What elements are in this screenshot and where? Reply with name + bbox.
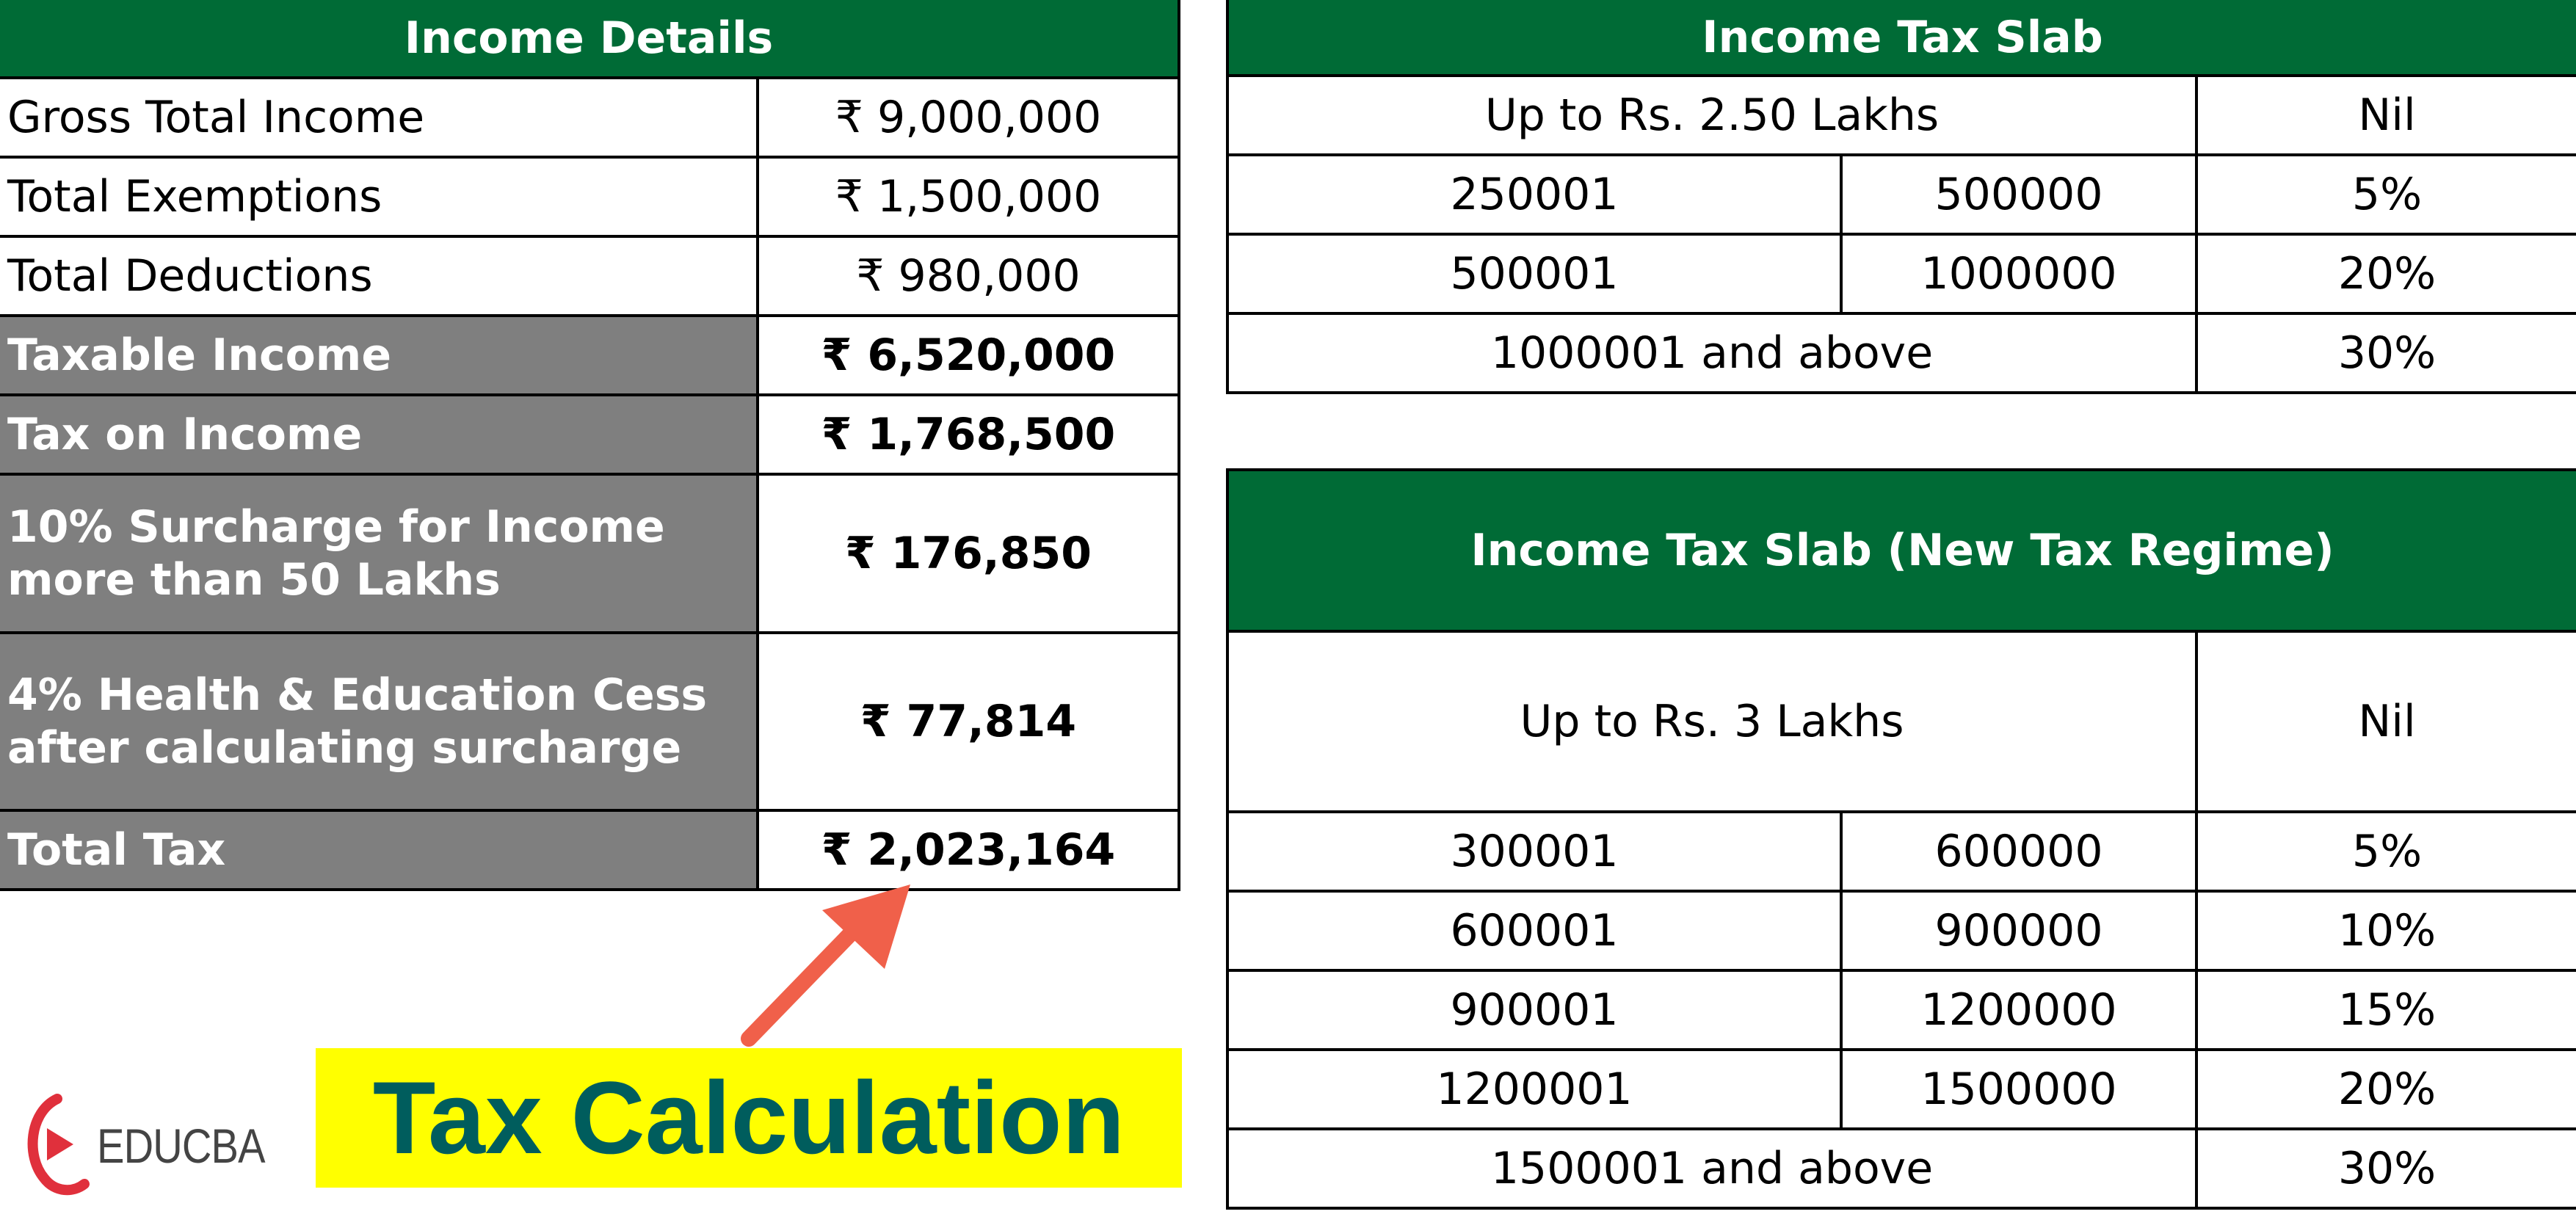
table-row: Up to Rs. 2.50 Lakhs Nil bbox=[1226, 74, 2576, 156]
slab-range: Up to Rs. 3 Lakhs bbox=[1226, 630, 2198, 813]
total-tax-value: ₹ 2,023,164 bbox=[755, 809, 1181, 891]
income-details-table: Income Details Gross Total Income ₹ 9,00… bbox=[0, 0, 1181, 891]
table-row: Total Deductions ₹ 980,000 bbox=[0, 235, 1181, 317]
slab-from: 500001 bbox=[1226, 233, 1843, 315]
cess-label-line2: after calculating surcharge bbox=[7, 722, 682, 774]
table-row: Total Tax ₹ 2,023,164 bbox=[0, 809, 1181, 891]
surcharge-value: ₹ 176,850 bbox=[755, 473, 1181, 634]
tax-on-income-label: Tax on Income bbox=[0, 393, 759, 476]
slab-rate: 15% bbox=[2194, 969, 2576, 1051]
slab-rate: 10% bbox=[2194, 890, 2576, 972]
slab-rate: 20% bbox=[2194, 1048, 2576, 1130]
deductions-label: Total Deductions bbox=[0, 235, 759, 317]
cess-value: ₹ 77,814 bbox=[755, 631, 1181, 812]
taxable-income-value: ₹ 6,520,000 bbox=[755, 314, 1181, 396]
slab-rate: Nil bbox=[2194, 630, 2576, 813]
slab-to: 600000 bbox=[1840, 810, 2198, 893]
surcharge-label: 10% Surcharge for Income more than 50 La… bbox=[0, 473, 759, 634]
slab-rate: 5% bbox=[2194, 153, 2576, 236]
slab-range: Up to Rs. 2.50 Lakhs bbox=[1226, 74, 2198, 156]
cess-label-line1: 4% Health & Education Cess bbox=[7, 669, 708, 721]
slab-to: 1500000 bbox=[1840, 1048, 2198, 1130]
slab-to: 900000 bbox=[1840, 890, 2198, 972]
table-row: 600001 900000 10% bbox=[1226, 890, 2576, 972]
slab-to: 1200000 bbox=[1840, 969, 2198, 1051]
educba-logo-text: EDUCBA bbox=[97, 1119, 266, 1173]
educba-logo: EDUCBA bbox=[22, 1090, 272, 1200]
surcharge-label-line2: more than 50 Lakhs bbox=[7, 554, 501, 606]
table-row: 1000001 and above 30% bbox=[1226, 312, 2576, 394]
gross-income-label: Gross Total Income bbox=[0, 76, 759, 159]
table-row: 300001 600000 5% bbox=[1226, 810, 2576, 893]
income-details-title: Income Details bbox=[0, 0, 1181, 79]
table-row: 1200001 1500000 20% bbox=[1226, 1048, 2576, 1130]
slab-rate: 20% bbox=[2194, 233, 2576, 315]
tax-on-income-value: ₹ 1,768,500 bbox=[755, 393, 1181, 476]
income-tax-slab-table: Income Tax Slab Up to Rs. 2.50 Lakhs Nil… bbox=[1225, 0, 2576, 394]
slab-from: 300001 bbox=[1226, 810, 1843, 893]
slab-range: 1500001 and above bbox=[1226, 1127, 2198, 1210]
table-row: 4% Health & Education Cess after calcula… bbox=[0, 631, 1181, 812]
income-tax-slab-title: Income Tax Slab bbox=[1225, 0, 2576, 77]
slab-from: 900001 bbox=[1226, 969, 1843, 1051]
table-row: 1500001 and above 30% bbox=[1226, 1127, 2576, 1210]
gross-income-value: ₹ 9,000,000 bbox=[755, 76, 1181, 159]
tax-calculation-callout: Tax Calculation bbox=[316, 1048, 1182, 1188]
slab-range: 1000001 and above bbox=[1226, 312, 2198, 394]
arrow-icon bbox=[741, 884, 910, 1047]
taxable-income-label: Taxable Income bbox=[0, 314, 759, 396]
table-row: Taxable Income ₹ 6,520,000 bbox=[0, 314, 1181, 396]
cess-label: 4% Health & Education Cess after calcula… bbox=[0, 631, 759, 812]
deductions-value: ₹ 980,000 bbox=[755, 235, 1181, 317]
slab-rate: 5% bbox=[2194, 810, 2576, 893]
slab-rate: 30% bbox=[2194, 312, 2576, 394]
exemptions-label: Total Exemptions bbox=[0, 156, 759, 238]
slab-from: 250001 bbox=[1226, 153, 1843, 236]
slab-to: 1000000 bbox=[1840, 233, 2198, 315]
slab-from: 1200001 bbox=[1226, 1048, 1843, 1130]
slab-rate: 30% bbox=[2194, 1127, 2576, 1210]
table-row: Total Exemptions ₹ 1,500,000 bbox=[0, 156, 1181, 238]
table-row: 10% Surcharge for Income more than 50 La… bbox=[0, 473, 1181, 634]
table-row: 250001 500000 5% bbox=[1226, 153, 2576, 236]
table-row: Tax on Income ₹ 1,768,500 bbox=[0, 393, 1181, 476]
surcharge-label-line1: 10% Surcharge for Income bbox=[7, 501, 665, 553]
total-tax-label: Total Tax bbox=[0, 809, 759, 891]
exemptions-value: ₹ 1,500,000 bbox=[755, 156, 1181, 238]
table-row: 900001 1200000 15% bbox=[1226, 969, 2576, 1051]
educba-logo-icon bbox=[27, 1094, 90, 1196]
table-row: Gross Total Income ₹ 9,000,000 bbox=[0, 76, 1181, 159]
slab-to: 500000 bbox=[1840, 153, 2198, 236]
new-regime-slab-title: Income Tax Slab (New Tax Regime) bbox=[1225, 468, 2576, 633]
new-regime-slab-table: Income Tax Slab (New Tax Regime) Up to R… bbox=[1225, 468, 2576, 1210]
slab-rate: Nil bbox=[2194, 74, 2576, 156]
table-row: 500001 1000000 20% bbox=[1226, 233, 2576, 315]
table-row: Up to Rs. 3 Lakhs Nil bbox=[1226, 630, 2576, 813]
slab-from: 600001 bbox=[1226, 890, 1843, 972]
